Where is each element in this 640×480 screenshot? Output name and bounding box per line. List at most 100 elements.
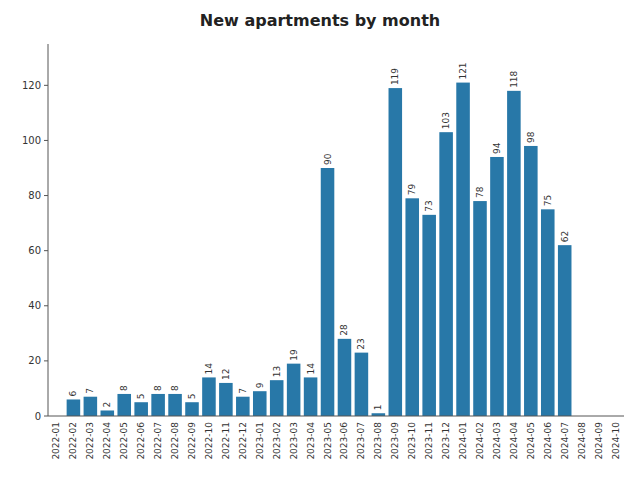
bar [287,364,301,416]
x-tick-label: 2022-09 [187,422,197,460]
y-tick [44,416,48,417]
data-label: 14 [306,363,316,375]
data-label: 78 [475,186,485,198]
x-tick-label: 2024-02 [475,422,485,460]
y-tick-label: 60 [28,245,41,256]
data-label: 90 [323,153,333,165]
bar [202,377,216,416]
bars [67,83,572,416]
x-tick-label: 2022-11 [221,422,231,460]
x-tick-label: 2023-07 [356,422,366,460]
bar [185,402,199,416]
data-label: 19 [289,349,299,361]
bar [456,83,470,416]
data-label: 28 [339,324,349,336]
y-tick [44,195,48,196]
x-tick-label: 2023-11 [424,422,434,460]
data-label: 8 [170,385,180,391]
data-label: 6 [68,390,78,396]
bar [168,394,182,416]
bar [405,198,419,416]
x-tick-label: 2022-04 [102,422,112,460]
y-tick [44,85,48,86]
x-tick-label: 2024-04 [509,422,519,460]
data-label: 5 [136,393,146,399]
data-labels: 6728588514127913191490282311197973103121… [68,62,569,410]
data-label: 5 [187,393,197,399]
y-tick-label: 100 [22,135,41,146]
y-tick-label: 0 [35,411,41,422]
bar [117,394,131,416]
data-label: 119 [390,68,400,85]
bar [389,88,403,416]
y-tick-label: 20 [28,355,41,366]
y-tick [44,305,48,306]
x-tick-label: 2023-06 [339,422,349,460]
bar [355,353,369,416]
data-label: 8 [119,385,129,391]
data-label: 62 [560,231,570,242]
x-tick-label: 2023-09 [390,422,400,460]
x-tick-label: 2022-10 [204,422,214,460]
y-tick [44,360,48,361]
y-axis-line [48,44,49,416]
x-tick-label: 2023-10 [407,422,417,460]
x-tick-label: 2023-08 [373,422,383,460]
data-label: 23 [356,338,366,349]
y-tick-label: 40 [28,300,41,311]
x-tick-label: 2024-05 [526,422,536,460]
x-tick-label: 2024-08 [577,422,587,460]
axes: 0204060801001202022-012022-022022-032022… [22,44,624,460]
bar [321,168,335,416]
bar [490,157,504,416]
bar [270,380,284,416]
data-label: 9 [255,382,265,388]
data-label: 103 [441,112,451,129]
x-tick-label: 2023-03 [289,422,299,460]
data-label: 94 [492,142,502,154]
data-label: 7 [238,388,248,394]
data-label: 1 [373,405,383,411]
bar [338,339,352,416]
data-label: 13 [272,366,282,377]
bar [219,383,233,416]
bar [151,394,165,416]
y-tick-label: 120 [22,80,41,91]
data-label: 75 [543,195,553,206]
bar [67,399,81,416]
data-label: 73 [424,200,434,211]
bar [473,201,487,416]
chart: 6728588514127913191490282311197973103121… [0,0,640,480]
x-tick-label: 2022-08 [170,422,180,460]
x-tick-label: 2023-12 [441,422,451,460]
x-axis-line [48,416,624,417]
bar [84,397,98,416]
data-label: 8 [153,385,163,391]
bar [507,91,521,416]
x-tick-label: 2022-01 [51,422,61,460]
x-tick-label: 2024-03 [492,422,502,460]
x-tick-label: 2024-06 [543,422,553,460]
data-label: 2 [102,402,112,408]
bar [253,391,267,416]
x-tick-label: 2022-12 [238,422,248,460]
y-tick [44,250,48,251]
x-tick-label: 2023-04 [306,422,316,460]
x-tick-label: 2023-02 [272,422,282,460]
y-tick [44,140,48,141]
data-label: 98 [526,131,536,143]
x-tick-label: 2023-05 [323,422,333,460]
data-label: 118 [509,70,519,87]
x-tick-label: 2022-02 [68,422,78,460]
data-label: 14 [204,363,214,375]
x-tick-label: 2024-10 [611,422,621,460]
y-tick-label: 80 [28,190,41,201]
bar [101,410,115,416]
data-label: 7 [85,388,95,394]
bar [541,209,555,416]
title: New apartments by month [200,11,440,30]
bar [422,215,436,416]
bar [236,397,250,416]
data-label: 121 [458,62,468,79]
x-tick-label: 2024-01 [458,422,468,460]
